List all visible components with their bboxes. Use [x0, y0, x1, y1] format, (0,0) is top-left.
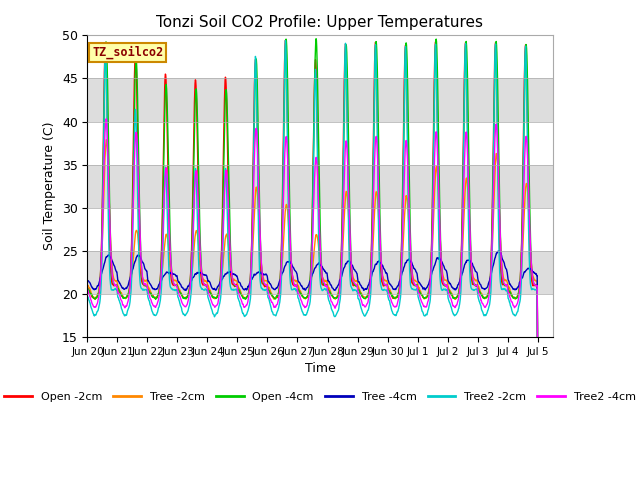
Tree -2cm [102, 137, 110, 143]
Tree2 -4cm [260, 280, 268, 286]
Tree -2cm [436, 222, 444, 228]
Tree2 -2cm [436, 267, 444, 273]
Bar [88, 36, 552, 78]
Bar [88, 294, 552, 337]
Bar [88, 208, 552, 251]
Open -2cm [167, 274, 175, 280]
Open -4cm [548, 463, 556, 468]
Line: Tree -2cm: Tree -2cm [88, 140, 552, 468]
Tree2 -2cm [260, 287, 268, 292]
Open -4cm [176, 289, 184, 295]
Tree2 -4cm [218, 253, 226, 259]
Tree -2cm [540, 465, 548, 471]
Tree2 -2cm [282, 37, 289, 43]
Tree2 -4cm [102, 116, 110, 122]
Tree -4cm [534, 465, 542, 470]
Open -2cm [84, 286, 92, 291]
Tree -4cm [167, 271, 175, 276]
Open -4cm [218, 251, 225, 257]
Tree2 -2cm [488, 282, 495, 288]
Tree2 -4cm [548, 464, 556, 470]
Tree2 -4cm [488, 261, 495, 267]
Tree2 -2cm [548, 464, 556, 469]
Tree2 -4cm [84, 286, 92, 292]
Open -4cm [260, 281, 268, 287]
Tree -2cm [548, 463, 556, 469]
Open -2cm [548, 465, 556, 471]
Open -4cm [488, 257, 495, 263]
Tree -4cm [176, 281, 184, 287]
Tree2 -2cm [84, 294, 92, 300]
Open -2cm [176, 289, 184, 295]
Tree2 -4cm [538, 465, 546, 470]
Line: Open -2cm: Open -2cm [88, 40, 552, 468]
Open -2cm [436, 242, 444, 248]
Text: TZ_soilco2: TZ_soilco2 [92, 46, 163, 60]
Tree2 -4cm [436, 218, 444, 224]
Bar [88, 121, 552, 165]
Tree -2cm [260, 277, 268, 283]
Tree2 -4cm [176, 294, 184, 300]
Tree -2cm [176, 288, 184, 294]
Legend: Open -2cm, Tree -2cm, Open -4cm, Tree -4cm, Tree2 -2cm, Tree2 -4cm: Open -2cm, Tree -2cm, Open -4cm, Tree -4… [0, 388, 640, 407]
Tree2 -2cm [218, 282, 225, 288]
Tree -4cm [84, 278, 92, 284]
Tree -2cm [168, 269, 175, 275]
Tree2 -2cm [167, 285, 175, 291]
Tree -2cm [218, 272, 226, 278]
Open -4cm [534, 465, 542, 470]
Open -4cm [436, 196, 444, 202]
X-axis label: Time: Time [305, 362, 335, 375]
Open -4cm [312, 36, 320, 42]
Tree -4cm [487, 273, 495, 278]
Tree -4cm [548, 464, 556, 469]
Line: Tree2 -2cm: Tree2 -2cm [88, 40, 552, 468]
Open -2cm [260, 282, 268, 288]
Tree -4cm [260, 271, 268, 277]
Tree2 -2cm [176, 300, 184, 306]
Tree2 -4cm [168, 266, 175, 272]
Tree -4cm [218, 277, 225, 283]
Tree -2cm [488, 265, 495, 271]
Tree -4cm [495, 248, 502, 254]
Open -4cm [167, 257, 175, 263]
Line: Tree -4cm: Tree -4cm [88, 251, 552, 468]
Open -2cm [218, 243, 225, 249]
Line: Tree2 -4cm: Tree2 -4cm [88, 119, 552, 468]
Open -2cm [488, 252, 495, 258]
Title: Tonzi Soil CO2 Profile: Upper Temperatures: Tonzi Soil CO2 Profile: Upper Temperatur… [157, 15, 483, 30]
Tree -4cm [435, 255, 443, 261]
Open -2cm [282, 37, 289, 43]
Line: Open -4cm: Open -4cm [88, 39, 552, 468]
Open -4cm [84, 286, 92, 291]
Tree -2cm [84, 283, 92, 289]
Y-axis label: Soil Temperature (C): Soil Temperature (C) [43, 122, 56, 251]
Tree2 -2cm [546, 465, 554, 470]
